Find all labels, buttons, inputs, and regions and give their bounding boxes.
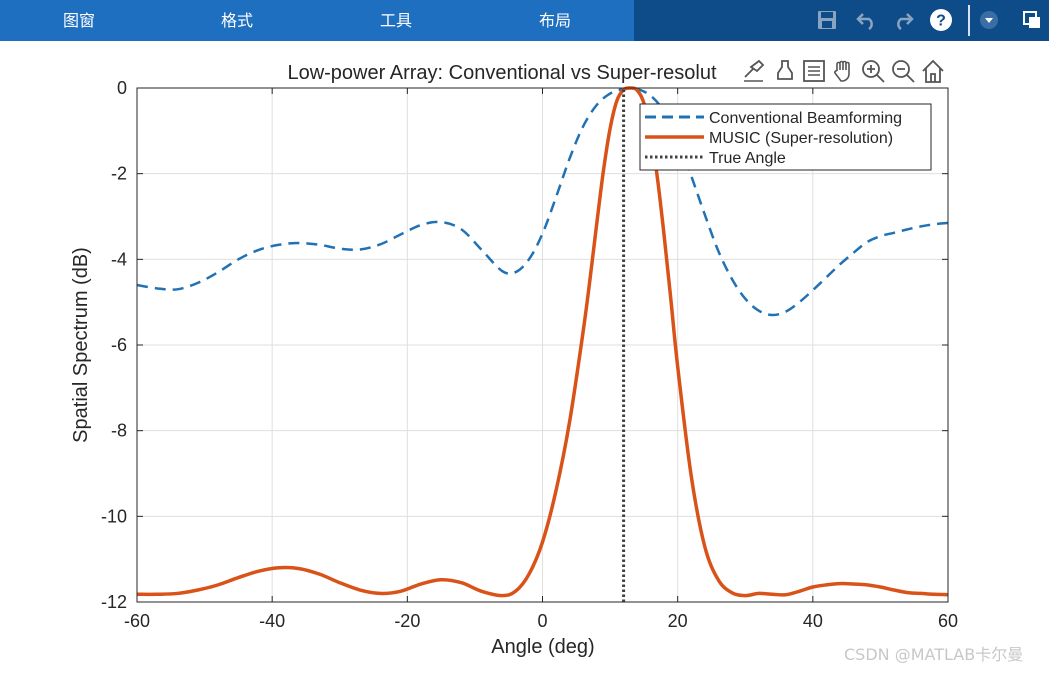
y-axis-label: Spatial Spectrum (dB) — [70, 247, 92, 443]
y-tick-label: -8 — [111, 421, 127, 441]
svg-text:?: ? — [936, 13, 946, 30]
restore-view-icon[interactable] — [922, 59, 944, 83]
figure-canvas: -60 -40 -20 0 20 40 60 0 -2 -4 -6 -8 -10 -12 Low-powe… — [0, 41, 1049, 671]
data-tips-icon[interactable] — [777, 60, 793, 80]
x-tick-label: -20 — [394, 611, 420, 631]
y-tick-label: -4 — [111, 249, 127, 269]
x-tick-label: -60 — [124, 611, 150, 631]
toolstrip-tabs: 图窗 格式 工具 布局 — [0, 0, 634, 41]
x-tick-label: 0 — [537, 611, 547, 631]
tab-format[interactable]: 格式 — [220, 11, 253, 30]
zoom-in-icon[interactable] — [862, 60, 885, 83]
dropdown-icon[interactable] — [977, 8, 1001, 32]
save-icon[interactable] — [815, 8, 839, 32]
series-music-line — [136, 86, 949, 598]
undock-icon[interactable] — [1020, 8, 1044, 32]
axes-toolbar — [744, 59, 944, 83]
zoom-out-icon[interactable] — [892, 60, 915, 83]
redo-icon[interactable] — [891, 8, 915, 32]
watermark: CSDN @MATLAB卡尔曼 — [844, 645, 1024, 664]
x-tick-label: -40 — [259, 611, 285, 631]
tab-layout[interactable]: 布局 — [538, 11, 571, 30]
help-icon[interactable]: ? — [929, 8, 953, 32]
tab-figure[interactable]: 图窗 — [62, 11, 95, 30]
chart: -60 -40 -20 0 20 40 60 0 -2 -4 -6 -8 -10 -12 Low-powe… — [70, 59, 958, 658]
figure-toolstrip: 图窗 格式 工具 布局 ? — [0, 0, 1049, 41]
x-tick-label: 60 — [938, 611, 958, 631]
legend[interactable]: Conventional Beamforming MUSIC (Super-re… — [639, 103, 932, 171]
series-conventional-line — [136, 86, 949, 317]
y-tick-label: -10 — [101, 506, 127, 526]
x-tick-label: 40 — [803, 611, 823, 631]
legend-label-music: MUSIC (Super-resolution) — [709, 130, 893, 147]
x-tick-label: 20 — [668, 611, 688, 631]
legend-label-true-angle: True Angle — [709, 150, 786, 167]
legend-toggle-icon[interactable] — [803, 60, 825, 82]
y-tick-label: -12 — [101, 592, 127, 612]
undo-icon[interactable] — [855, 8, 879, 32]
toolstrip-separator — [968, 5, 970, 36]
pan-icon[interactable] — [834, 60, 850, 82]
brush-icon[interactable] — [744, 59, 765, 82]
x-axis-label: Angle (deg) — [491, 636, 594, 658]
y-tick-label: -6 — [111, 335, 127, 355]
tab-tools[interactable]: 工具 — [379, 11, 412, 30]
y-tick-label: -2 — [111, 164, 127, 184]
legend-label-conventional: Conventional Beamforming — [709, 110, 902, 127]
y-tick-label: 0 — [117, 78, 127, 98]
chart-title: Low-power Array: Conventional vs Super-r… — [287, 62, 717, 84]
